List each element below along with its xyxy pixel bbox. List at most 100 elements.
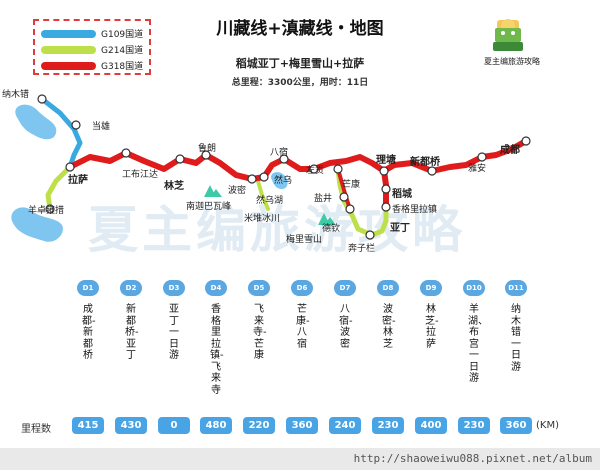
day-route: 波密-林芝 [382, 304, 396, 350]
city-dot-dangxiong [71, 120, 81, 130]
day-route: 成都-新都桥 [82, 304, 96, 361]
ranwu-lake [271, 172, 288, 189]
day-badge: D3 [163, 280, 185, 296]
route-g214-east [335, 166, 389, 238]
legend-item-g318: G318国道 [41, 58, 145, 73]
day-badge: D7 [334, 280, 356, 296]
mileage-value-d1: 415 [72, 417, 104, 434]
meili-mountain-icon [318, 213, 336, 225]
label-namucuo: 纳木错 [2, 88, 29, 100]
label-ranwu: 然乌 [274, 174, 292, 186]
city-dot-benzilan [365, 230, 375, 240]
mileage-value-d10: 230 [458, 417, 490, 434]
route-map: 纳木错 当雄 拉萨 羊卓雍措 工布江达 林芝 鲁朗 南迦巴瓦峰 波密 然乌 然乌… [2, 88, 531, 254]
city-dot-litang [379, 166, 389, 176]
mileage-value-d11: 360 [500, 417, 532, 434]
logo-icon [493, 19, 523, 51]
label-deqin: 德钦 [322, 222, 340, 234]
day-route: 香格里拉镇-飞来寺 [210, 304, 224, 396]
day-route: 芒康-八宿 [296, 304, 310, 350]
namucuo-lake [15, 104, 57, 140]
mileage-value-d5: 220 [243, 417, 275, 434]
day-column-d7: D7 八宿-波密 [325, 275, 365, 350]
city-dot-basu [279, 154, 289, 164]
city-dot-deqin [345, 204, 355, 214]
label-yangzhuo: 羊卓雍措 [28, 204, 64, 216]
day-column-d8: D8 波密-林芝 [368, 275, 408, 350]
label-midui: 米堆冰川 [244, 212, 280, 224]
label-nanjiabawa: 南迦巴瓦峰 [186, 200, 231, 212]
day-column-d11: D11 纳木错一日游 [496, 275, 536, 373]
legend-label-g214: G214国道 [101, 46, 144, 56]
route-g214-west [45, 164, 73, 212]
mileage-unit: (KM) [536, 420, 559, 431]
legend-item-g214: G214国道 [41, 42, 145, 57]
city-dot-linzhi [175, 154, 185, 164]
label-dangxiong: 当雄 [92, 120, 110, 132]
day-route: 林芝-拉萨 [425, 304, 439, 350]
city-dot-lasa [65, 162, 75, 172]
label-litang: 理塘 [376, 153, 396, 166]
route-g318-main [67, 138, 529, 182]
day-badge: D2 [120, 280, 142, 296]
album-url: http://shaoweiwu088.pixnet.net/album [353, 452, 592, 465]
label-yading: 亚丁 [390, 222, 410, 234]
map-subtitle: 稻城亚丁+梅里雪山+拉萨 [235, 57, 365, 70]
itinerary-days: D1 成都-新都桥 D2 新都桥-亚丁 D3 亚丁一日游 D4 香格里拉镇-飞来… [0, 275, 600, 415]
day-badge: D4 [205, 280, 227, 296]
day-column-d6: D6 芒康-八宿 [282, 275, 322, 350]
day-column-d3: D3 亚丁一日游 [154, 275, 194, 362]
label-xinduqiao: 新都桥 [410, 155, 441, 168]
route-g109 [39, 96, 83, 170]
route-g214-spur [256, 179, 270, 211]
label-gongbu: 工布江达 [122, 168, 158, 180]
label-mangkang: 芒康 [342, 178, 360, 190]
day-column-d10: D10 羊湖、布宫一日游 [454, 275, 494, 385]
mileage-label: 里程数 [21, 424, 51, 435]
day-column-d4: D4 香格里拉镇-飞来寺 [196, 275, 236, 396]
legend-item-g109: G109国道 [41, 26, 145, 41]
label-lulang: 鲁朗 [198, 142, 216, 154]
day-column-d9: D9 林芝-拉萨 [411, 275, 451, 350]
legend-label-g318: G318国道 [101, 62, 144, 72]
city-dot-bomi [247, 174, 257, 184]
city-dot-zuogong [309, 164, 319, 174]
label-basu: 八宿 [270, 146, 288, 158]
mileage-value-d7: 240 [329, 417, 361, 434]
legend-label-g109: G109国道 [101, 30, 144, 40]
logo-caption: 夏主编旅游攻略 [484, 57, 540, 66]
label-yanjing: 盐井 [314, 192, 332, 204]
total-mileage-text: 总里程：3300公里，用时：11日 [231, 78, 369, 88]
legend-swatch-g318 [41, 61, 96, 70]
legend-swatch-g109 [41, 29, 96, 38]
day-badge: D1 [77, 280, 99, 296]
footer-bar: http://shaoweiwu088.pixnet.net/album [0, 448, 600, 470]
day-badge: D11 [505, 280, 527, 296]
day-badge: D5 [248, 280, 270, 296]
day-route: 八宿-波密 [339, 304, 353, 350]
city-dot-yading [381, 202, 391, 212]
label-benzilan: 奔子栏 [348, 242, 375, 254]
city-dot-gongbu [121, 148, 131, 158]
day-badge: D10 [463, 280, 485, 296]
label-daocheng: 稻城 [392, 187, 412, 200]
mileage-value-d9: 400 [415, 417, 447, 434]
day-route: 亚丁一日游 [169, 304, 179, 361]
day-route: 新都桥-亚丁 [125, 304, 139, 361]
label-chengdu: 成都 [500, 143, 520, 156]
label-ranwuhu: 然乌湖 [256, 194, 283, 206]
route-mangkang-deqin [336, 167, 352, 211]
city-dot-daocheng [381, 184, 391, 194]
city-dot-namucuo [37, 94, 47, 104]
map-title: 川藏线+滇藏线・地图 [216, 19, 384, 39]
map-legend: G109国道 G214国道 G318国道 [33, 19, 151, 75]
label-shangri: 香格里拉镇 [392, 203, 437, 215]
day-column-d5: D5 飞来寺-芒康 [239, 275, 279, 362]
mileage-value-d3: 0 [158, 417, 190, 434]
city-dot-yaan [477, 152, 487, 162]
nanjiabawa-mountain-icon [204, 185, 222, 197]
day-column-d1: D1 成都-新都桥 [68, 275, 108, 362]
label-bomi: 波密 [228, 184, 246, 196]
city-dot-yanjing [339, 192, 349, 202]
mileage-value-d4: 480 [200, 417, 232, 434]
